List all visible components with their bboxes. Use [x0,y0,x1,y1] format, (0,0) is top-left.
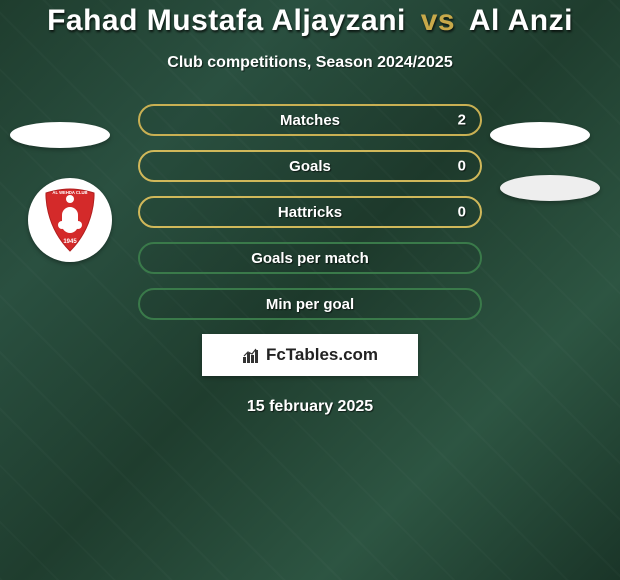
stat-label: Goals per match [251,250,369,267]
stat-pill: Matches 2 [138,104,482,136]
shield-top-text: AL WEHDA CLUB [52,190,87,195]
stat-pill: Goals 0 [138,150,482,182]
shield-year: 1945 [63,239,77,245]
brand-text: FcTables.com [242,345,378,365]
club-badge: AL WEHDA CLUB 1945 [28,178,112,262]
club-shield-icon: AL WEHDA CLUB 1945 [42,187,98,253]
page-title: Fahad Mustafa Aljayzani vs Al Anzi [0,4,620,38]
stat-label: Matches [280,112,340,129]
stat-row: Min per goal [0,288,620,320]
vs-label: vs [421,4,455,37]
stat-value: 0 [458,158,466,175]
subtitle: Club competitions, Season 2024/2025 [0,54,620,72]
stat-label: Hattricks [278,204,342,221]
stat-pill: Goals per match [138,242,482,274]
player1-name: Fahad Mustafa Aljayzani [47,4,406,37]
brand-box: FcTables.com [202,334,418,376]
right-ellipse-1 [490,122,590,148]
player2-name: Al Anzi [469,4,573,37]
stat-label: Goals [289,158,331,175]
bar-chart-icon [242,346,262,364]
date-text: 15 february 2025 [0,398,620,416]
brand-label: FcTables.com [266,345,378,365]
left-ellipse [10,122,110,148]
stat-pill: Min per goal [138,288,482,320]
stat-value: 2 [458,112,466,129]
stat-pill: Hattricks 0 [138,196,482,228]
stat-label: Min per goal [266,296,354,313]
stat-value: 0 [458,204,466,221]
right-ellipse-2 [500,175,600,201]
